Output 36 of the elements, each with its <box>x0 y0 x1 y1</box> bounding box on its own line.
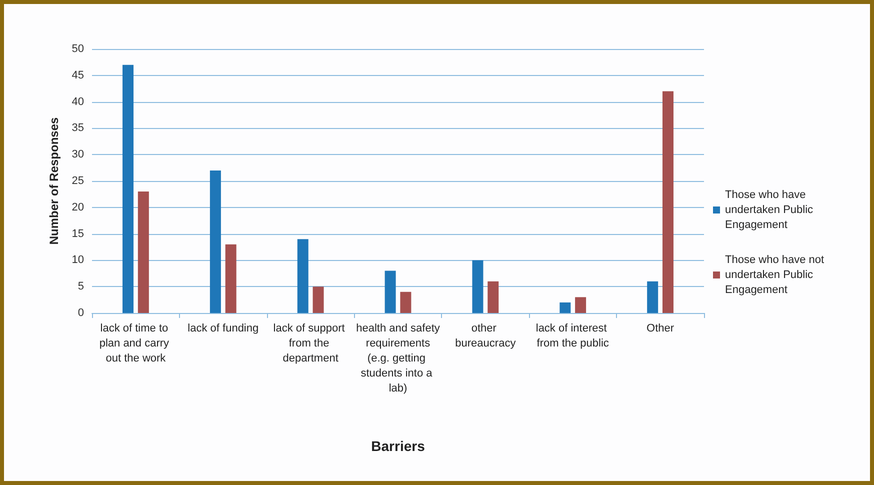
bar <box>312 286 324 313</box>
bar <box>122 64 134 313</box>
y-axis-title: Number of Responses <box>47 116 61 245</box>
x-tick-label: lack of support from the department <box>273 322 348 364</box>
bar <box>488 281 499 313</box>
y-tick-label: 0 <box>78 307 84 319</box>
y-tick-label: 25 <box>72 175 84 187</box>
y-tick-label: 45 <box>72 69 84 82</box>
y-tick-label: 30 <box>72 148 84 161</box>
x-axis-title: Barriers <box>371 438 426 454</box>
bar <box>138 192 149 313</box>
bar <box>647 281 658 313</box>
x-tick-label: lack of time to plan and carry out the work <box>99 322 172 364</box>
x-tick-label: other bureaucracy <box>455 322 516 350</box>
bar <box>400 292 412 313</box>
y-tick-label: 50 <box>72 43 84 55</box>
x-tick-label: Other <box>646 322 674 334</box>
bar <box>384 270 396 313</box>
y-tick-label: 40 <box>72 96 84 108</box>
legend-label: Those who have not undertaken Public Engagement <box>725 254 828 296</box>
bar <box>225 244 236 313</box>
bar <box>575 297 586 313</box>
bar <box>472 260 484 313</box>
bar <box>662 91 674 313</box>
bar <box>560 302 571 313</box>
x-tick-label: lack of interest from the public <box>536 322 610 350</box>
bar <box>297 239 308 313</box>
y-tick-label: 15 <box>72 228 84 240</box>
y-tick-label: 35 <box>72 122 84 134</box>
y-tick-label: 20 <box>72 201 84 214</box>
y-tick-label: 10 <box>72 254 84 266</box>
x-tick-label: lack of funding <box>188 322 259 334</box>
legend-label: Those who have undertaken Public Engagement <box>725 189 816 231</box>
y-tick-label: 5 <box>78 280 84 293</box>
x-tick-label: health and safety requirements (e.g. getting students into a lab) <box>356 322 440 394</box>
bar <box>210 170 221 313</box>
